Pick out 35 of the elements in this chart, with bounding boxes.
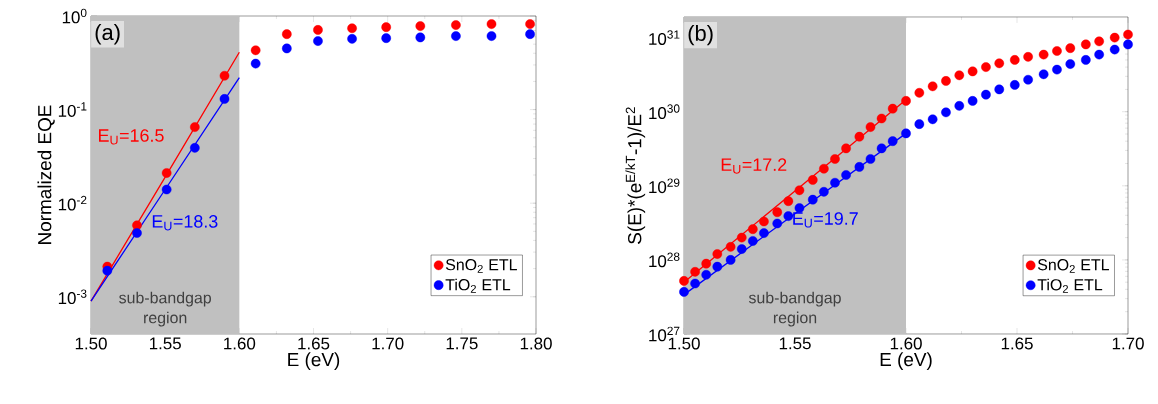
annotation: (b) [688, 24, 713, 46]
y-axis-title: Normalized EQE [37, 105, 55, 244]
x-tick-label: 1.50 [75, 337, 107, 350]
y-tick-label: 10$^{28}$ [649, 252, 680, 268]
x-tick-label: 1.55 [779, 337, 811, 350]
y-tick-label: 10$^{-3}$ [58, 289, 87, 305]
x-tick-label: 1.70 [1112, 337, 1144, 350]
legend-label: TiO$_{2}$ ETL [445, 278, 511, 293]
legend-label: SnO$_{2}$ ETL [1037, 259, 1109, 273]
annotation: E$_{U}$=19.7 [793, 212, 858, 228]
legend-label: TiO$_{2}$ ETL [1037, 278, 1103, 293]
annotation: E$_{U}$=18.3 [152, 215, 218, 231]
y-axis-title: S(E)*(e$^{E/kT}$-1)/E$^{2}$ [625, 107, 646, 244]
y-tick-label: 10$^{31}$ [649, 30, 680, 45]
annotation: E$_{U}$=16.5 [99, 129, 164, 145]
x-tick-label: 1.75 [446, 337, 478, 350]
y-tick-label: 10$^{0}$ [62, 8, 87, 24]
x-tick-label: 1.80 [520, 337, 552, 350]
legend-label: SnO$_{2}$ ETL [445, 259, 517, 273]
x-tick-label: 1.65 [298, 337, 330, 350]
band-label: sub-bandgap region [748, 291, 841, 327]
x-tick-label: 1.70 [372, 337, 404, 350]
x-tick-label: 1.55 [149, 337, 181, 350]
x-tick-label: 1.60 [224, 337, 256, 350]
annotation: (a) [95, 23, 120, 45]
y-tick-label: 10$^{-2}$ [58, 195, 87, 211]
band-label: sub-bandgap region [119, 291, 211, 327]
y-tick-label: 10$^{29}$ [649, 178, 680, 194]
y-tick-label: 10$^{-1}$ [58, 102, 87, 117]
x-tick-label: 1.65 [1001, 337, 1033, 350]
x-axis-title: E (eV) [288, 352, 340, 370]
annotation: E$_{U}$=17.2 [721, 158, 787, 174]
x-tick-label: 1.60 [890, 337, 922, 350]
x-axis-title: E (eV) [880, 352, 932, 370]
y-tick-label: 10$^{30}$ [649, 104, 680, 120]
